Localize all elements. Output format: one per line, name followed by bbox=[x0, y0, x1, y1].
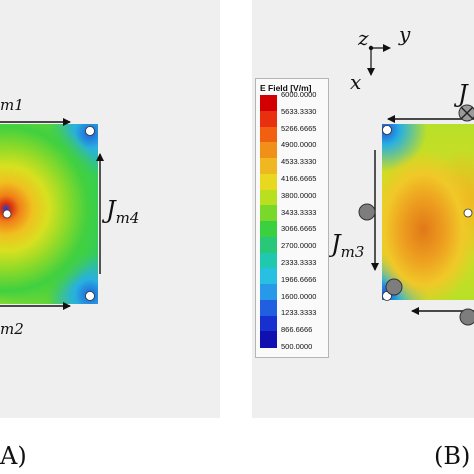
legend-swatch bbox=[260, 173, 277, 190]
legend-swatch bbox=[260, 110, 277, 127]
legend-swatch bbox=[260, 315, 277, 332]
label-jm4-sub: m4 bbox=[115, 209, 140, 227]
legend-swatch bbox=[260, 142, 277, 159]
legend-swatch bbox=[260, 221, 277, 238]
feed-point-b bbox=[463, 208, 473, 218]
legend-swatch bbox=[260, 95, 277, 112]
port-marker-a-bottom bbox=[85, 291, 95, 301]
lumped-element-bottom-left bbox=[385, 278, 403, 296]
feed-point-a bbox=[2, 209, 12, 219]
label-jm3-main: J bbox=[331, 230, 341, 258]
lumped-element-top-right bbox=[458, 104, 474, 122]
legend-color-bar bbox=[260, 95, 277, 348]
caption-b: (B) bbox=[434, 442, 471, 470]
legend-tick-label: 5633.3330 bbox=[281, 106, 317, 116]
legend-tick-label: 4166.6665 bbox=[281, 174, 317, 183]
legend-tick-label: 1600.0000 bbox=[281, 291, 317, 301]
legend-tick-label: 500.0000 bbox=[281, 342, 313, 351]
lumped-element-left bbox=[358, 203, 376, 221]
axis-label-x: x bbox=[350, 70, 362, 94]
legend-swatch bbox=[260, 126, 277, 143]
lumped-element-bottom bbox=[459, 308, 474, 326]
axis-z-dot bbox=[368, 45, 374, 51]
label-jm1: m1 bbox=[0, 96, 24, 114]
label-jtop: J bbox=[458, 80, 468, 108]
port-marker-b-topleft bbox=[382, 125, 392, 135]
legend-tick-label: 2700.0000 bbox=[281, 241, 317, 251]
legend-tick-label: 1966.6666 bbox=[281, 274, 317, 284]
legend-tick-label: 1233.3333 bbox=[281, 308, 317, 318]
panel-b-field-plot bbox=[382, 124, 474, 300]
legend-swatch bbox=[260, 268, 277, 285]
panel-a-field-plot bbox=[0, 124, 98, 304]
legend-swatch bbox=[260, 236, 277, 253]
legend-tick-label: 2333.3333 bbox=[281, 258, 317, 267]
legend-tick-label: 3433.3333 bbox=[281, 207, 317, 217]
label-jm2: m2 bbox=[0, 320, 24, 338]
legend-swatch bbox=[260, 252, 277, 269]
label-jm3: Jm3 bbox=[331, 230, 365, 261]
legend-tick-label: 866.6666 bbox=[281, 325, 313, 335]
legend-swatch bbox=[260, 158, 277, 175]
legend-swatch bbox=[260, 299, 277, 316]
axis-label-y: y bbox=[399, 22, 411, 46]
legend-tick-label: 4533.3330 bbox=[281, 157, 317, 167]
legend-tick-label: 6000.0000 bbox=[281, 90, 317, 99]
port-marker-a-top bbox=[85, 126, 95, 136]
label-jm4: Jm4 bbox=[106, 196, 140, 227]
color-legend: E Field [V/m] 6000.0000 5633.3330 5266.666… bbox=[255, 78, 329, 358]
legend-title: E Field [V/m] bbox=[260, 83, 312, 93]
caption-a: A) bbox=[0, 442, 27, 470]
legend-tick-label: 3066.6665 bbox=[281, 224, 317, 234]
label-jm4-main: J bbox=[106, 196, 116, 224]
legend-swatch bbox=[260, 205, 277, 222]
legend-swatch bbox=[260, 331, 277, 348]
axis-label-z: z bbox=[358, 26, 369, 50]
legend-swatch bbox=[260, 189, 277, 206]
legend-swatch bbox=[260, 284, 277, 301]
legend-tick-label: 4900.0000 bbox=[281, 140, 317, 150]
label-jm3-sub: m3 bbox=[340, 243, 365, 261]
legend-tick-label: 5266.6665 bbox=[281, 123, 317, 133]
legend-tick-label: 3800.0000 bbox=[281, 190, 317, 200]
